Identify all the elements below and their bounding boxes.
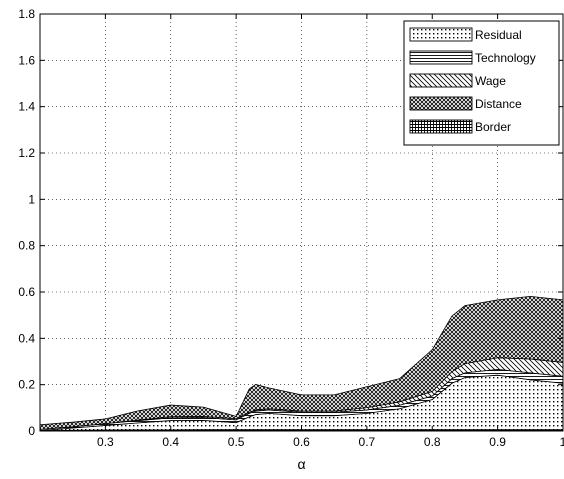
- legend-label-wage: Wage: [475, 74, 506, 88]
- y-tick-label: 1.2: [18, 146, 35, 160]
- y-tick-label: 1.8: [18, 7, 35, 21]
- x-tick-label: 0.7: [359, 435, 376, 449]
- y-tick-label: 0: [28, 424, 35, 438]
- x-tick-label: 0.5: [228, 435, 245, 449]
- x-axis-label: α: [297, 456, 305, 472]
- x-tick-label: 0.3: [97, 435, 114, 449]
- y-tick-label: 1.4: [18, 100, 35, 114]
- legend-label-technology: Technology: [475, 51, 536, 65]
- x-tick-label: 0.6: [293, 435, 310, 449]
- y-tick-label: 0.8: [18, 239, 35, 253]
- y-tick-label: 0.4: [18, 331, 35, 345]
- legend-label-border: Border: [475, 120, 511, 134]
- y-tick-label: 0.2: [18, 378, 35, 392]
- legend-swatch-distance: [409, 96, 473, 111]
- legend-swatch-wage: [409, 73, 473, 88]
- y-tick-label: 0.6: [18, 285, 35, 299]
- legend-swatch-border: [409, 119, 473, 134]
- legend-swatch-residual: [409, 27, 473, 42]
- legend-label-distance: Distance: [475, 97, 522, 111]
- legend-label-residual: Residual: [475, 28, 522, 42]
- legend-swatch-technology: [409, 50, 473, 65]
- legend: Residual Technology Wage Distance Border: [403, 20, 560, 146]
- x-tick-label: 1: [560, 435, 564, 449]
- area-series-group: [39, 295, 564, 432]
- x-tick-label: 0.8: [424, 435, 441, 449]
- x-tick-label: 0.4: [162, 435, 179, 449]
- y-tick-label: 1.6: [18, 53, 35, 67]
- axis-ticks: 0.3 0.4 0.5 0.6 0.7 0.8 0.9 1 0 0.2 0.4 0.6 0.8 1 1.2 1…: [18, 7, 564, 449]
- grid: [40, 14, 563, 431]
- x-tick-label: 0.9: [489, 435, 506, 449]
- y-tick-label: 1: [28, 192, 35, 206]
